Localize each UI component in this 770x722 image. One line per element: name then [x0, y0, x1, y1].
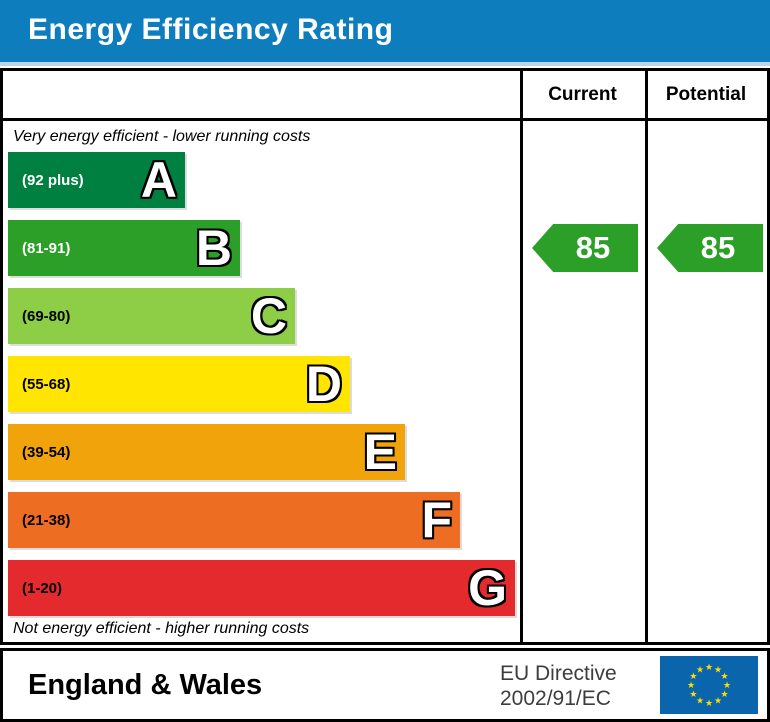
- top-caption: Very energy efficient - lower running co…: [13, 128, 311, 145]
- table-header-row: Current Potential: [3, 71, 767, 121]
- column-header-potential: Potential: [665, 84, 747, 105]
- band-range-label: (21-38): [22, 511, 71, 529]
- band-letter: D: [305, 356, 342, 412]
- svg-text:★: ★: [696, 665, 704, 675]
- potential-rating-arrow: 85: [657, 224, 763, 272]
- band-range-label: (69-80): [22, 307, 71, 325]
- page-title: Energy Efficiency Rating: [28, 13, 394, 46]
- band-bar-a: (92 plus) A: [8, 152, 185, 208]
- band-bar-c: (69-80) C: [8, 288, 295, 344]
- footer-bar: England & Wales EU Directive 2002/91/EC …: [0, 648, 770, 722]
- svg-text:★: ★: [705, 663, 713, 673]
- band-letter: B: [195, 220, 232, 276]
- column-header-current: Current: [548, 84, 617, 105]
- rating-table: Current Potential Very energy efficient …: [0, 68, 770, 645]
- svg-text:★: ★: [687, 681, 695, 691]
- potential-rating-value: 85: [700, 230, 736, 265]
- current-rating-value: 85: [575, 230, 611, 265]
- band-range-label: (92 plus): [22, 171, 84, 189]
- band-bar-d: (55-68) D: [8, 356, 350, 412]
- band-letter: A: [140, 152, 177, 208]
- svg-text:★: ★: [705, 699, 713, 709]
- rating-scale: Very energy efficient - lower running co…: [3, 71, 520, 642]
- bottom-caption: Not energy efficient - higher running co…: [13, 620, 310, 637]
- band-bar-e: (39-54) E: [8, 424, 405, 480]
- band-range-label: (81-91): [22, 239, 71, 257]
- potential-column: 85: [645, 71, 767, 642]
- title-bar: Energy Efficiency Rating: [0, 0, 770, 62]
- band-bar-b: (81-91) B: [8, 220, 240, 276]
- svg-text:★: ★: [723, 681, 731, 691]
- svg-text:★: ★: [689, 672, 697, 682]
- band-bar-g: (1-20) G: [8, 560, 515, 616]
- band-bar-f: (21-38) F: [8, 492, 460, 548]
- band-letter: G: [468, 560, 507, 616]
- eu-directive-line1: EU Directive: [500, 662, 617, 685]
- band-range-label: (1-20): [22, 579, 63, 597]
- rating-bands: (92 plus) A (81-91) B (69-80) C (55-68) …: [8, 152, 515, 628]
- current-rating-arrow: 85: [532, 224, 638, 272]
- svg-text:★: ★: [721, 690, 729, 700]
- band-letter: E: [363, 424, 397, 480]
- svg-text:★: ★: [714, 697, 722, 707]
- svg-text:★: ★: [689, 690, 697, 700]
- eu-flag-icon: ★ ★ ★ ★ ★ ★ ★ ★ ★ ★ ★ ★: [660, 656, 758, 714]
- band-range-label: (39-54): [22, 443, 71, 461]
- title-underline: [0, 62, 770, 66]
- band-letter: F: [421, 492, 452, 548]
- band-range-label: (55-68): [22, 375, 71, 393]
- svg-text:★: ★: [714, 665, 722, 675]
- band-letter: C: [250, 288, 287, 344]
- eu-directive-label: EU Directive 2002/91/EC: [500, 661, 617, 711]
- svg-text:★: ★: [696, 697, 704, 707]
- eu-directive-line2: 2002/91/EC: [500, 687, 611, 710]
- svg-text:★: ★: [721, 672, 729, 682]
- current-column: 85: [520, 71, 645, 642]
- region-label: England & Wales: [28, 669, 263, 701]
